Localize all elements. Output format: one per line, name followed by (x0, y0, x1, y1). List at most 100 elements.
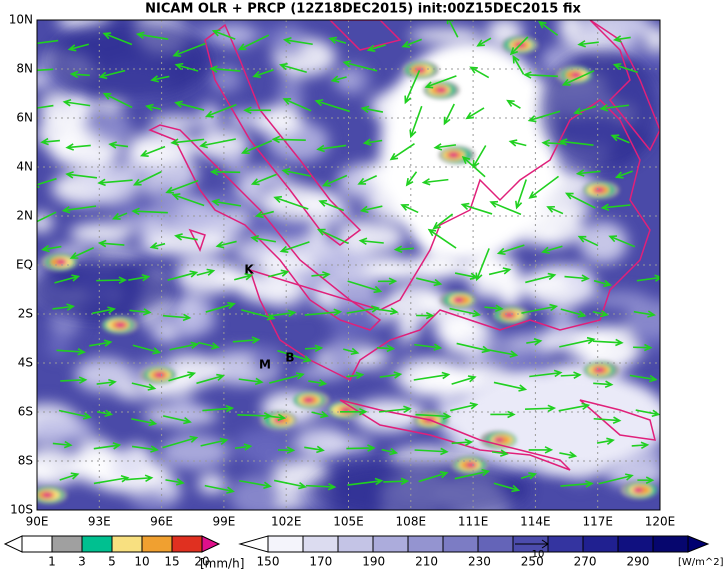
wind-arrow (282, 36, 313, 46)
wind-arrow (610, 134, 630, 144)
wind-arrow (98, 69, 126, 80)
wind-arrow (515, 179, 527, 210)
cloud (75, 357, 134, 392)
cloud (222, 150, 247, 174)
wind-arrow (342, 60, 378, 72)
wind-arrow (528, 175, 560, 199)
wind-arrow (205, 301, 236, 313)
lon-label: 96E (150, 515, 173, 529)
precip-level (493, 437, 504, 443)
wind-arrow (343, 347, 360, 356)
legend-label: 20 (194, 555, 209, 569)
cloud (46, 332, 71, 359)
cloud (316, 283, 337, 310)
wind-arrow (111, 212, 128, 220)
wind-arrow (564, 274, 590, 282)
cloud (336, 222, 406, 253)
wind-arrow (172, 42, 206, 57)
cloud (558, 20, 581, 44)
legend-label: 5 (108, 555, 116, 569)
wind-arrow (168, 371, 197, 382)
wind-arrow (509, 36, 529, 56)
wind-arrow (357, 174, 378, 185)
wind-arrow (131, 445, 159, 453)
precip-level (414, 67, 426, 73)
coastline (339, 399, 571, 471)
wind-arrow (65, 171, 98, 179)
wind-arrow (433, 143, 457, 151)
wind-arrow (282, 97, 312, 112)
wind-arrow (268, 269, 290, 278)
wind-arrow (311, 410, 329, 419)
wind-arrow (96, 378, 117, 387)
cloud (634, 45, 660, 68)
wind-arrow (401, 38, 422, 48)
wind-arrow (67, 43, 90, 52)
legend-label: 15 (164, 555, 179, 569)
precip-cell (583, 181, 620, 199)
cloud (476, 352, 531, 366)
wind-arrow (241, 309, 276, 321)
wind-arrow (558, 402, 591, 412)
wind-arrow (277, 349, 312, 363)
wind-arrow (525, 272, 557, 284)
legend-triangle (238, 535, 269, 553)
cloud (374, 303, 395, 320)
wind-arrow (600, 203, 631, 211)
wind-arrow (128, 273, 151, 282)
wind-arrow (409, 105, 423, 139)
legend-label: 230 (468, 555, 491, 569)
wind-arrow (102, 32, 133, 46)
wind-arrow (215, 240, 237, 249)
wind-arrow (270, 309, 297, 318)
precip-level (632, 487, 644, 493)
wind-arrow (418, 471, 449, 483)
cloud (37, 212, 54, 233)
coastline (579, 399, 656, 441)
wind-arrow (149, 242, 166, 250)
wind-arrow (271, 135, 306, 144)
wind-arrow (599, 104, 629, 112)
wind-arrow (52, 440, 73, 449)
legend-box (81, 535, 113, 553)
cloud (209, 23, 258, 47)
wind-arrow (165, 179, 199, 194)
precip-cell (438, 146, 475, 164)
wind-arrow (281, 167, 312, 177)
wind-arrow (376, 344, 396, 353)
precip-level (303, 397, 314, 403)
wind-arrow (383, 477, 410, 486)
wind-arrow (209, 168, 241, 176)
wind-arrow (347, 280, 383, 294)
wind-arrow (93, 475, 130, 485)
wind-arrow (346, 371, 365, 380)
cloud (150, 230, 227, 257)
wind-arrow (416, 277, 443, 287)
wind-arrow (469, 66, 490, 79)
title: NICAM OLR + PRCP (12Z18DEC2015) init:00Z… (145, 2, 581, 17)
wind-arrow (614, 170, 633, 179)
cloud (37, 115, 85, 152)
legend-box (442, 535, 479, 553)
wind-arrow (575, 169, 601, 177)
wind-arrow (378, 405, 412, 414)
wind-arrow (199, 138, 236, 149)
cloud (166, 397, 202, 429)
wind-arrow (592, 309, 609, 318)
wind-arrow (69, 247, 95, 259)
precip-cell (556, 66, 593, 84)
lon-label: 102E (271, 515, 302, 529)
cloud (499, 275, 570, 292)
wind-arrow (277, 446, 296, 454)
wind-arrow (37, 104, 54, 109)
cloud (91, 112, 132, 146)
wind-arrow (560, 480, 594, 488)
wind-arrow (476, 37, 492, 47)
cloud (363, 261, 430, 280)
wind-arrow (493, 381, 528, 392)
wind-arrow (314, 99, 351, 113)
precip-level (465, 462, 477, 468)
wind-arrow (41, 244, 62, 253)
wind-arrow (461, 156, 486, 178)
